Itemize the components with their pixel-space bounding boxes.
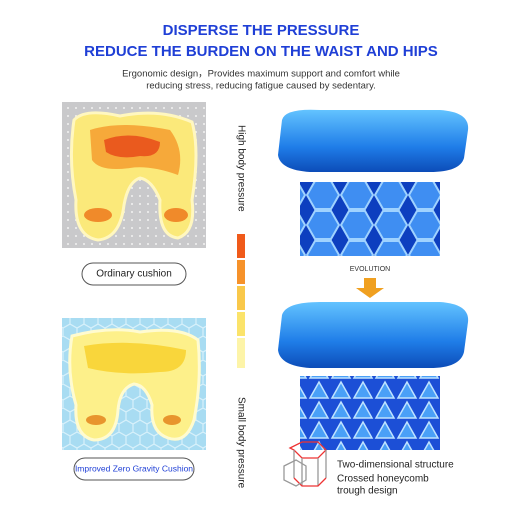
structure-icon	[283, 441, 327, 487]
label-pill	[73, 457, 195, 481]
scale-high: High body pressure	[235, 125, 246, 212]
pressure-zone	[86, 415, 106, 425]
design-text: trough design	[337, 486, 398, 497]
honeycomb-closeup	[300, 376, 440, 450]
scale-step	[237, 286, 245, 310]
cushion-top	[278, 109, 469, 172]
subtitle: REDUCE THE BURDEN ON THE WAIST AND HIPS	[84, 43, 438, 60]
scale-step	[237, 338, 245, 368]
structure-text: Two-dimensional structure	[337, 460, 454, 471]
description-line: Ergonomic design，Provides maximum suppor…	[122, 69, 400, 80]
ordinary-label: Ordinary cushion	[96, 269, 172, 280]
scale-low: Small body pressure	[235, 397, 246, 489]
cushion-bottom	[278, 302, 469, 368]
description-line: reducing stress, reducing fatigue caused…	[146, 81, 376, 92]
scale-step	[237, 260, 245, 284]
pressure-zone	[104, 135, 160, 158]
pressure-zone	[164, 208, 188, 222]
title: DISPERSE THE PRESSURE	[163, 22, 360, 39]
pressure-zone	[84, 208, 112, 222]
improved-label: Improved Zero Gravity Cushion	[75, 463, 193, 473]
scale-step	[237, 234, 245, 258]
label-pill	[81, 262, 187, 286]
pressure-zone	[84, 342, 186, 374]
arrow	[356, 278, 384, 298]
design-text: Crossed honeycomb	[337, 474, 429, 485]
evolution-label: EVOLUTION	[350, 266, 390, 273]
pressure-zone	[163, 415, 181, 425]
scale-step	[237, 312, 245, 336]
honeycomb-closeup	[300, 182, 440, 256]
